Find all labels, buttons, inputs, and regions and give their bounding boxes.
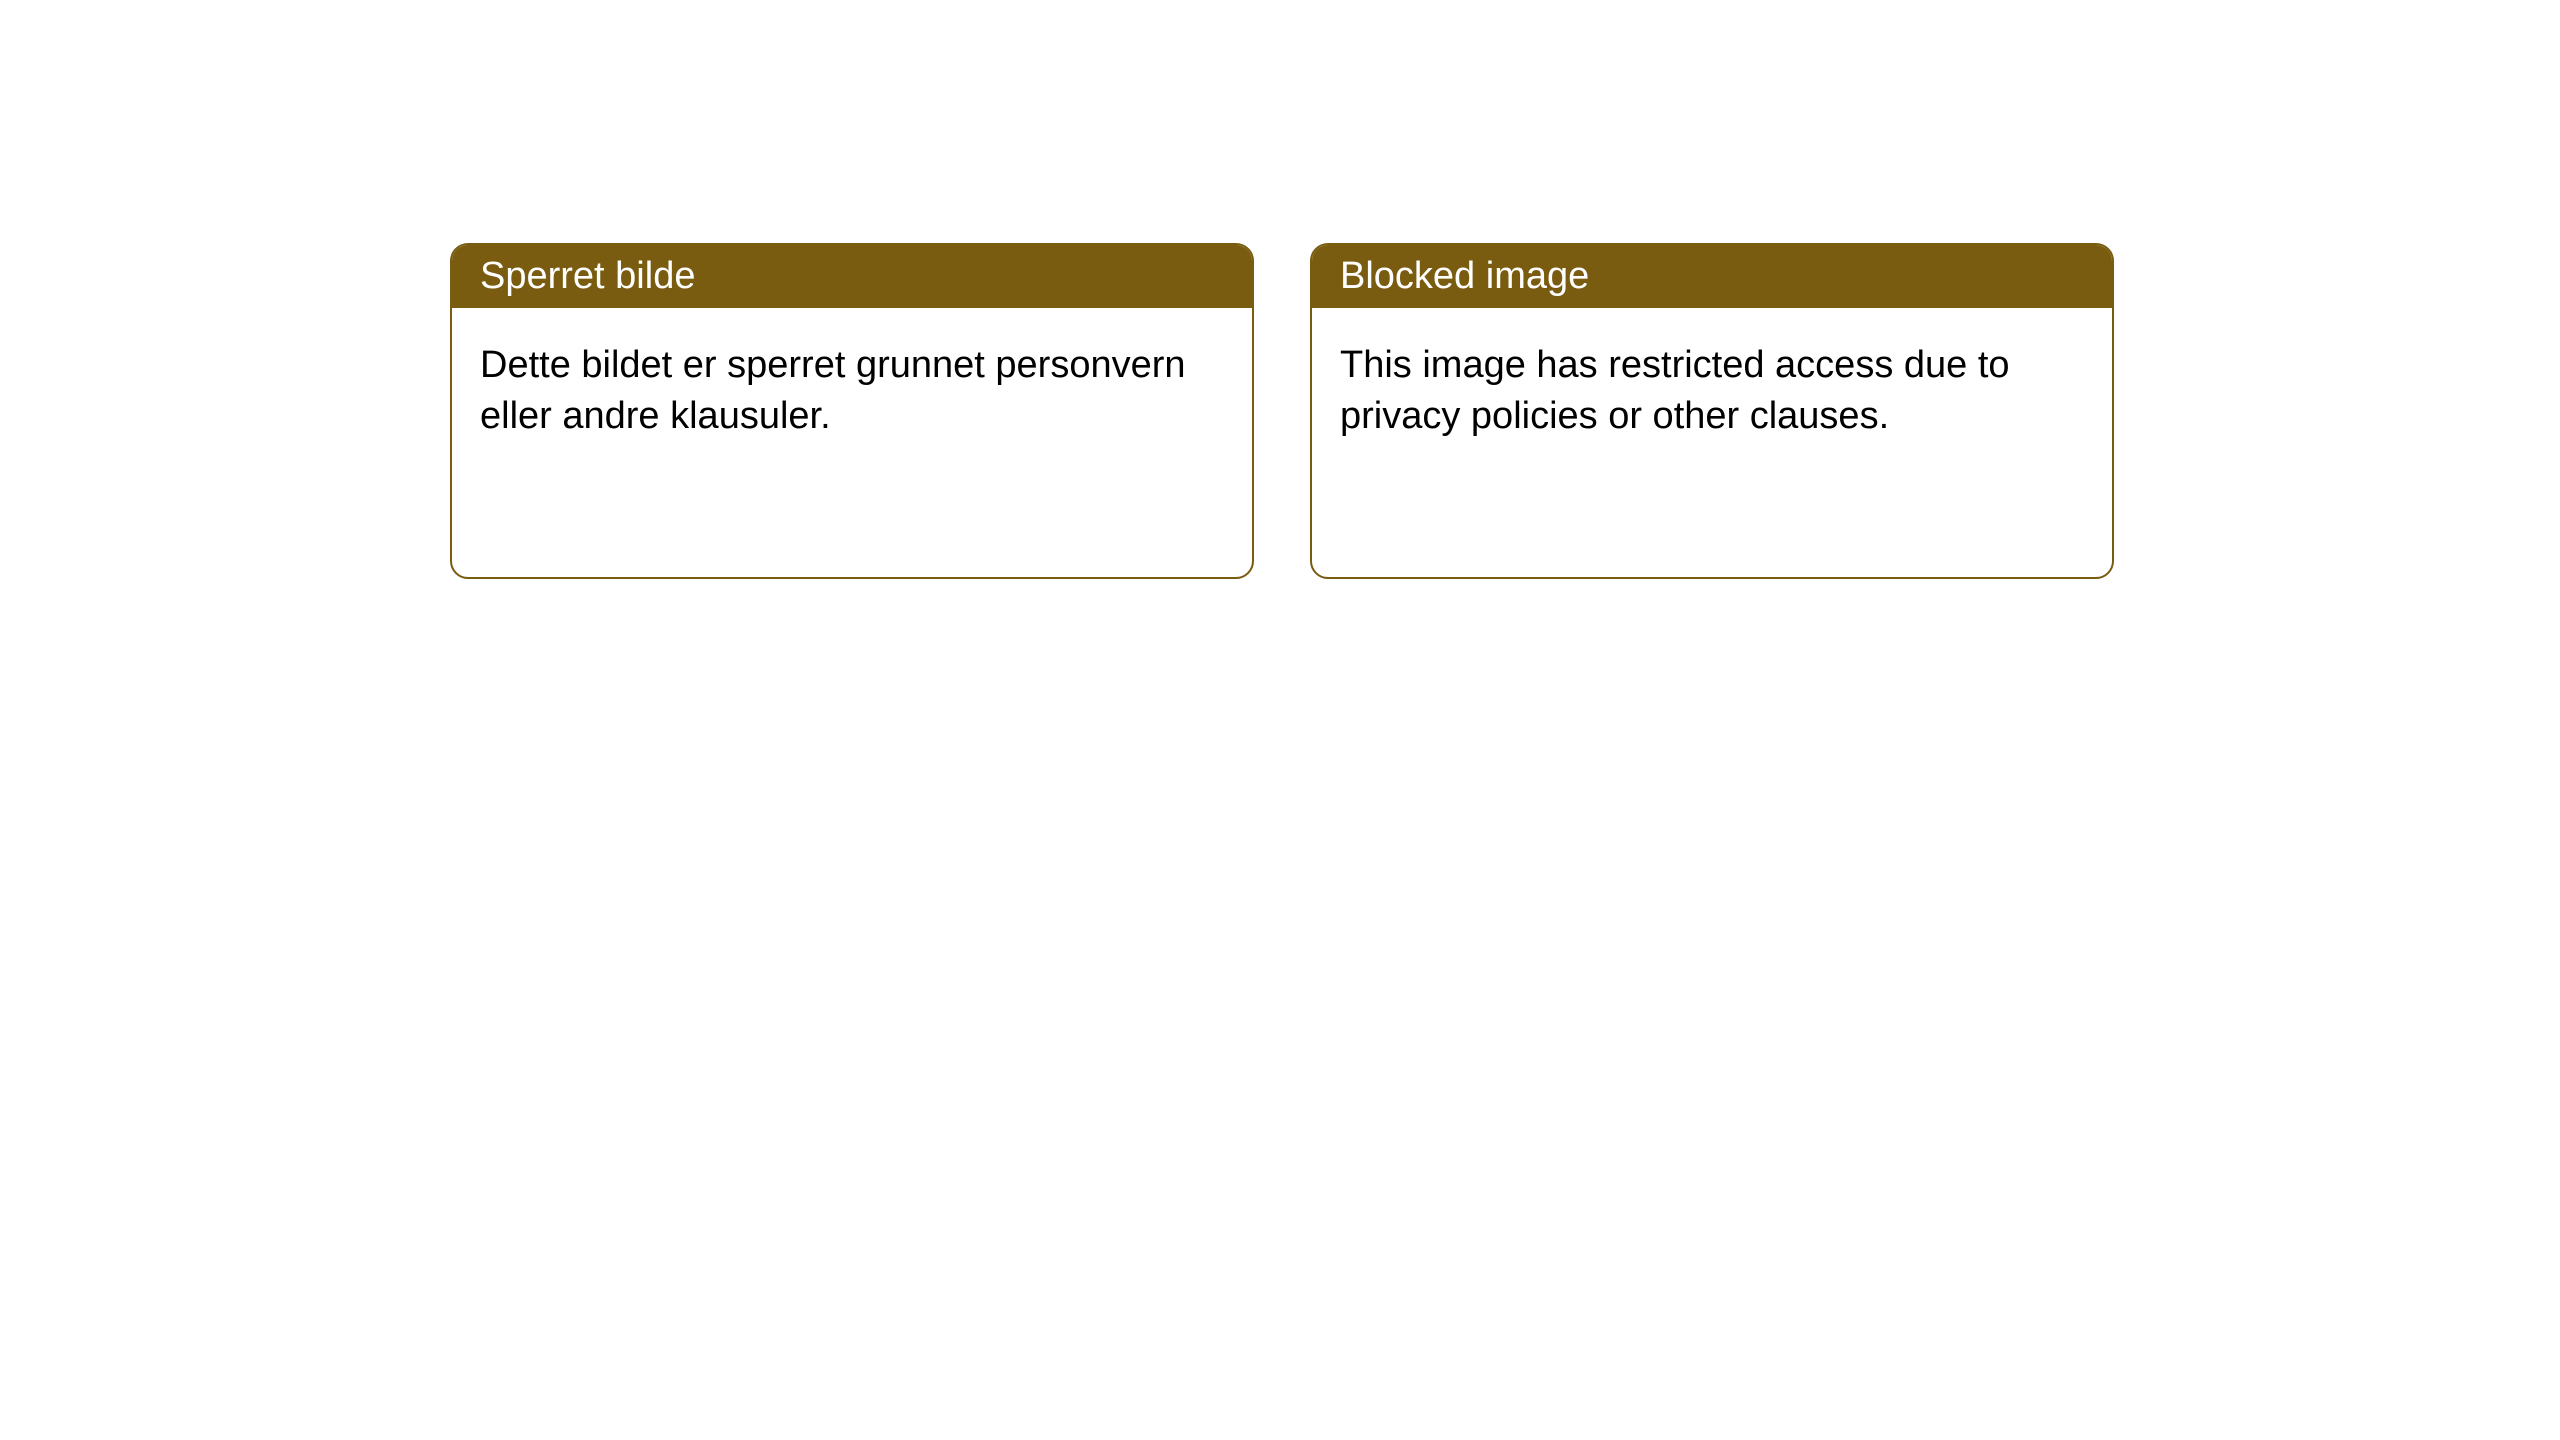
notice-header-text: Blocked image bbox=[1340, 255, 1589, 297]
notice-body-text: Dette bildet er sperret grunnet personve… bbox=[480, 344, 1186, 437]
notice-body-text: This image has restricted access due to … bbox=[1340, 344, 2010, 437]
notice-card-body: Dette bildet er sperret grunnet personve… bbox=[452, 308, 1252, 475]
notice-card-english: Blocked image This image has restricted … bbox=[1310, 243, 2114, 579]
notice-card-norwegian: Sperret bilde Dette bildet er sperret gr… bbox=[450, 243, 1254, 579]
notice-card-header: Sperret bilde bbox=[452, 245, 1252, 308]
notice-header-text: Sperret bilde bbox=[480, 255, 695, 297]
notice-cards-container: Sperret bilde Dette bildet er sperret gr… bbox=[0, 0, 2560, 579]
notice-card-header: Blocked image bbox=[1312, 245, 2112, 308]
notice-card-body: This image has restricted access due to … bbox=[1312, 308, 2112, 475]
